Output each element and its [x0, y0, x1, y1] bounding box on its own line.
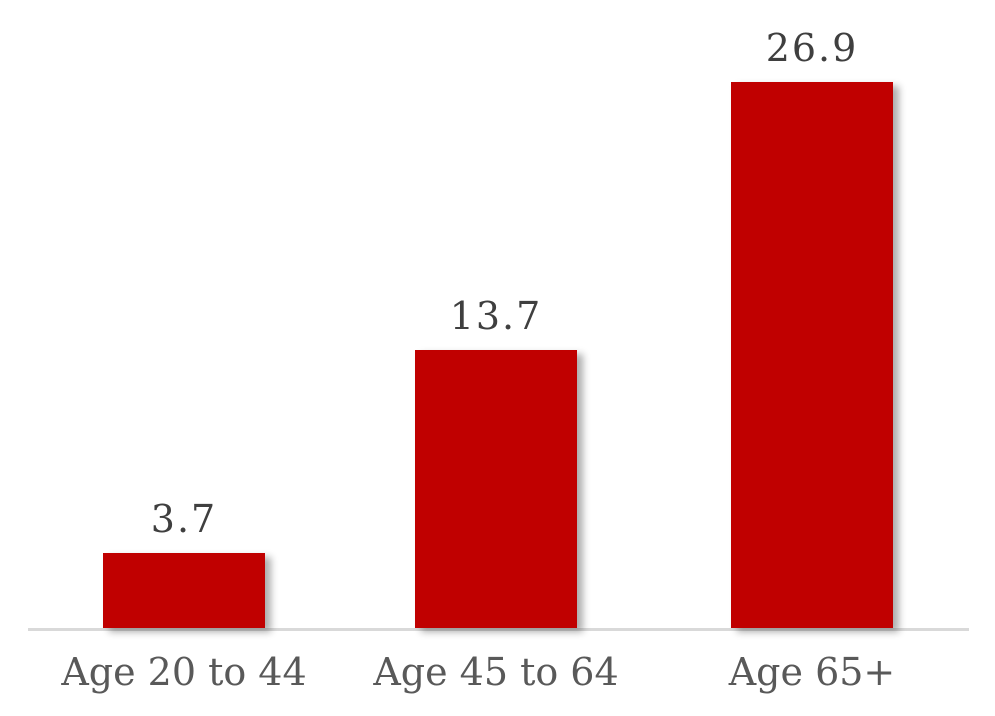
data-label-age-45-64: 13.7	[449, 294, 543, 339]
data-label-age-65-plus: 26.9	[765, 26, 859, 71]
category-label-age-65-plus: Age 65+	[728, 650, 896, 694]
category-label-age-20-44: Age 20 to 44	[61, 650, 307, 694]
bar-group-age-20-44: 3.7	[103, 497, 265, 628]
category-label-age-45-64: Age 45 to 64	[373, 650, 619, 694]
bar-age-20-44	[103, 553, 265, 628]
data-label-age-20-44: 3.7	[150, 497, 218, 542]
x-axis-line	[28, 628, 969, 631]
bar-group-age-45-64: 13.7	[415, 294, 577, 628]
bar-age-45-64	[415, 350, 577, 628]
bar-group-age-65-plus: 26.9	[731, 26, 893, 628]
bar-age-65-plus	[731, 82, 893, 628]
